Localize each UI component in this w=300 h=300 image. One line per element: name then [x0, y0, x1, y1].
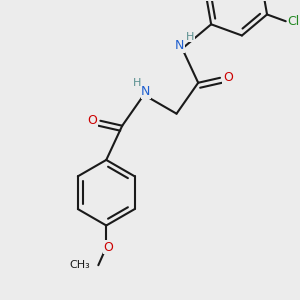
Text: O: O — [223, 71, 233, 84]
Text: CH₃: CH₃ — [70, 260, 90, 270]
Text: N: N — [141, 85, 151, 98]
Text: Cl: Cl — [287, 15, 300, 28]
Text: H: H — [186, 32, 194, 42]
Text: O: O — [103, 241, 113, 254]
Text: O: O — [88, 114, 98, 127]
Text: H: H — [133, 78, 141, 88]
Text: N: N — [175, 39, 184, 52]
